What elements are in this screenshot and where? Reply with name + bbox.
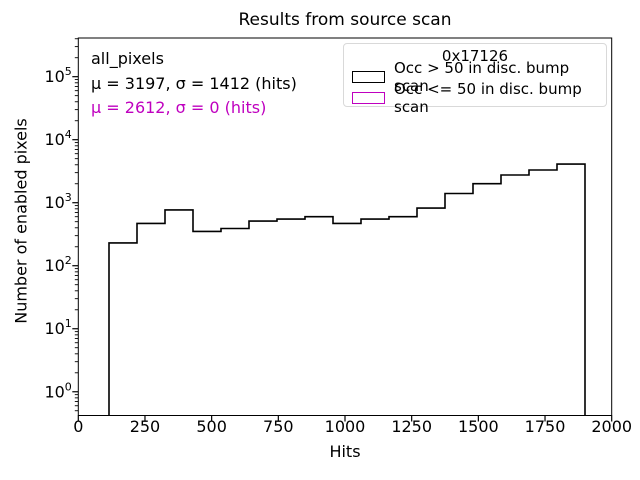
x-axis-label: Hits [329,442,361,461]
svg-text:100: 100 [44,380,71,401]
legend: 0x17126 Occ > 50 in disc. bump scan Occ … [343,43,607,116]
svg-text:1000: 1000 [325,417,366,436]
svg-text:103: 103 [44,191,71,212]
annotation-stats-magenta: μ = 2612, σ = 0 (hits) [91,98,267,117]
legend-title: 0x17126 [441,47,509,65]
legend-swatch-black [352,70,385,83]
axes-frame [77,37,613,416]
svg-text:250: 250 [130,417,161,436]
stats-annotations: all_pixels μ = 3197, σ = 1412 (hits) μ =… [91,47,297,121]
svg-text:500: 500 [196,417,227,436]
annotation-dataset-label: all_pixels [91,49,164,68]
svg-text:750: 750 [263,417,294,436]
svg-text:2000: 2000 [591,417,632,436]
legend-label: Occ <= 50 in disc. bump scan [394,79,582,116]
y-axis-label: Number of enabled pixels [11,118,31,324]
legend-swatch-magenta [352,91,385,104]
svg-text:0: 0 [73,417,83,436]
svg-text:1750: 1750 [525,417,566,436]
svg-text:1250: 1250 [391,417,432,436]
svg-text:104: 104 [44,128,71,149]
annotation-stats-black: μ = 3197, σ = 1412 (hits) [91,73,297,93]
chart-title: Results from source scan [238,10,452,30]
svg-text:1500: 1500 [458,417,499,436]
legend-label: Occ > 50 in disc. bump scan [394,58,570,95]
histogram-occ-gt-50 [108,163,586,416]
y-tick-labels: 100 101 102 103 104 105 [44,65,71,401]
y-minor-ticks [74,38,79,412]
svg-text:101: 101 [44,317,71,338]
svg-text:102: 102 [44,254,71,275]
axis-major-ticks [72,76,613,422]
legend-entry-occ-le-50: Occ <= 50 in disc. bump scan [344,80,606,116]
svg-text:105: 105 [44,65,71,86]
legend-entry-occ-gt-50: Occ > 50 in disc. bump scan [344,59,606,95]
x-tick-labels: 0 250 500 750 1000 1250 1500 1750 2000 [73,417,632,436]
